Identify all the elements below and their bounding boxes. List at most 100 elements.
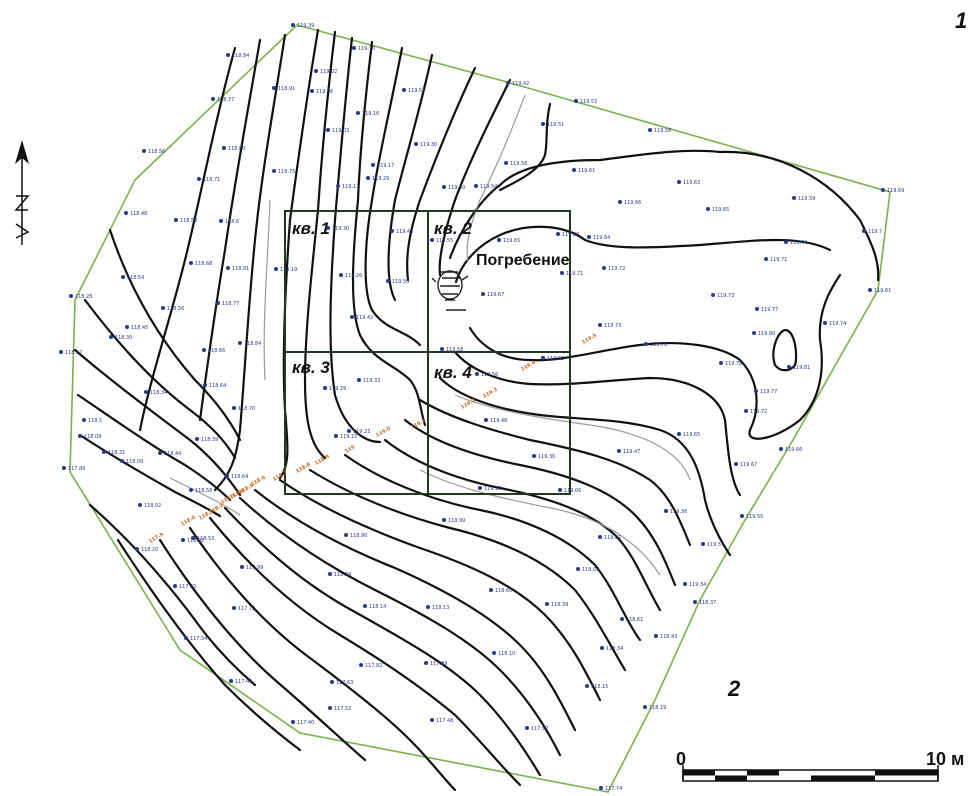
elevation-point-label: 119.64 (593, 235, 610, 241)
elevation-point-marker (232, 606, 236, 610)
elevation-point-label: 119.33 (363, 378, 380, 384)
burial-icon (431, 270, 469, 311)
elevation-point-marker (174, 218, 178, 222)
elevation-point-marker (545, 602, 549, 606)
elevation-point-label: 118.31 (108, 450, 125, 456)
elevation-point: 117.89 (62, 466, 85, 472)
elevation-point-marker (484, 418, 488, 422)
elevation-point-label: 119.58 (510, 161, 527, 167)
elevation-point-label: 119.01 (604, 535, 621, 541)
elevation-point-label: 119.50 (448, 185, 465, 191)
elevation-point: 118.15 (585, 684, 608, 690)
elevation-point: 119.58 (648, 128, 671, 134)
elevation-point-marker (744, 409, 748, 413)
elevation-point-label: 118.48 (130, 211, 147, 217)
elevation-point: 119.46 (390, 229, 413, 235)
elevation-point-marker (291, 720, 295, 724)
elevation-point: 118.28 (69, 294, 92, 300)
elevation-point: 118.66 (202, 348, 225, 354)
elevation-point-label: 118.77 (217, 97, 234, 103)
elevation-point-label: 118.39 (201, 437, 218, 443)
elevation-point-label: 118.84 (232, 53, 249, 59)
excavation-grid (284, 210, 571, 495)
elevation-point-marker (792, 196, 796, 200)
elevation-point-marker (124, 211, 128, 215)
elevation-point-marker (525, 726, 529, 730)
elevation-point-label: 118.34 (606, 646, 623, 652)
elevation-point-label: 118.70 (238, 406, 255, 412)
elevation-point: 119.15 (334, 434, 357, 440)
elevation-point-label: 118.68 (195, 261, 212, 267)
elevation-point-marker (755, 307, 759, 311)
elevation-point-label: 119.51 (408, 88, 425, 94)
elevation-point: 119.02 (314, 69, 337, 75)
elevation-point: 119.57 (701, 542, 724, 548)
elevation-point-marker (618, 200, 622, 204)
elevation-point-marker (430, 718, 434, 722)
elevation-point-label: 118.77 (222, 301, 239, 307)
elevation-point: 118.43 (654, 634, 677, 640)
elevation-point-marker (226, 266, 230, 270)
elevation-point: 119.80 (752, 331, 775, 337)
elevation-point-label: 119.56 (481, 372, 498, 378)
elevation-point-marker (576, 567, 580, 571)
elevation-point-marker (574, 99, 578, 103)
elevation-point: 119.72 (744, 409, 767, 415)
elevation-point-marker (414, 142, 418, 146)
elevation-point-marker (881, 188, 885, 192)
elevation-point-marker (719, 361, 723, 365)
elevation-point-marker (430, 238, 434, 242)
elevation-point-marker (144, 390, 148, 394)
elevation-point: 119.71 (764, 257, 787, 263)
elevation-point-marker (78, 434, 82, 438)
elevation-point-label: 118.30 (115, 335, 132, 341)
elevation-point-label: 119.03 (582, 567, 599, 573)
elevation-point: 119.58 (504, 161, 527, 167)
elevation-point-marker (142, 149, 146, 153)
elevation-point-marker (862, 229, 866, 233)
elevation-point: 118.71 (197, 177, 220, 183)
elevation-point-label: 118.64 (209, 383, 226, 389)
elevation-point: 118.77 (216, 301, 239, 307)
elevation-point: 119.67 (734, 462, 757, 468)
quadrant-label-4: кв. 4 (434, 363, 472, 382)
north-arrow-icon (14, 140, 30, 245)
elevation-point: 119.61 (572, 168, 595, 174)
figure-number-2: 2 (728, 676, 741, 701)
elevation-point-label: 119.73 (717, 293, 734, 299)
elevation-point: 119.73 (598, 323, 621, 329)
elevation-point: 119.59 (792, 196, 815, 202)
elevation-point: 118.34 (600, 646, 623, 652)
elevation-point: 119.55 (740, 514, 763, 520)
elevation-point-label: 119.65 (712, 207, 729, 213)
scale-end-label: 10 м (926, 749, 964, 769)
elevation-point-marker (643, 705, 647, 709)
elevation-point-marker (352, 46, 356, 50)
elevation-point-marker (504, 161, 508, 165)
elevation-point: 119.66 (618, 200, 641, 206)
elevation-point-marker (344, 533, 348, 537)
elevation-point: 118.19 (643, 705, 666, 711)
elevation-point-marker (752, 331, 756, 335)
elevation-point-marker (390, 229, 394, 233)
elevation-point-marker (787, 365, 791, 369)
elevation-point-marker (598, 323, 602, 327)
elevation-point: 119.06 (558, 488, 581, 494)
contour-elevation-label: 118.0 (180, 514, 197, 527)
elevation-point-label: 118.20 (141, 547, 158, 553)
elevation-point-label: 117.63 (336, 680, 353, 686)
elevation-point: 119.42 (350, 315, 373, 321)
elevation-point-marker (823, 321, 827, 325)
elevation-point-label: 119.67 (740, 462, 757, 468)
elevation-point: 119.11 (336, 184, 359, 190)
elevation-point: 118.34 (144, 390, 167, 396)
elevation-point-label: 118.09 (84, 434, 101, 440)
elevation-point-marker (195, 437, 199, 441)
elevation-point-marker (489, 588, 493, 592)
elevation-point: 118.6 (219, 219, 239, 225)
elevation-point-marker (158, 451, 162, 455)
elevation-point-label: 119.23 (353, 429, 370, 435)
elevation-point: 119.71 (560, 271, 583, 277)
elevation-point: 117.63 (330, 680, 353, 686)
elevation-point: 117.48 (430, 718, 453, 724)
